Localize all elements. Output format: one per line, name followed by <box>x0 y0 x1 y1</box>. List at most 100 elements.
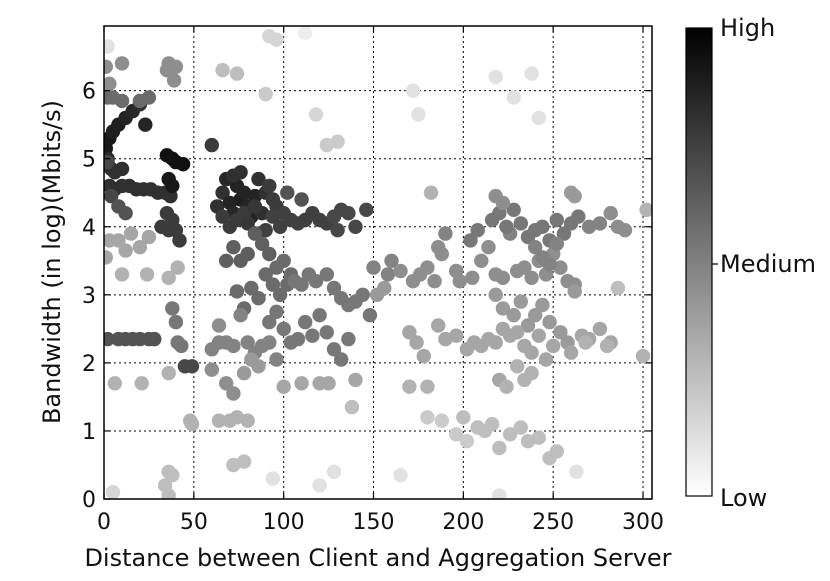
data-point-182 <box>219 376 234 391</box>
data-point-184 <box>236 365 252 381</box>
data-point-225 <box>384 253 399 268</box>
data-point-180 <box>211 318 227 333</box>
data-point-73 <box>147 331 162 347</box>
data-point-178 <box>262 335 277 350</box>
data-point-186 <box>251 359 266 374</box>
data-point-238 <box>481 240 496 255</box>
data-point-207 <box>319 137 334 153</box>
y-tick-label-0: 0 <box>82 488 96 513</box>
data-point-309 <box>510 325 525 340</box>
data-point-127 <box>280 185 295 200</box>
data-point-173 <box>226 338 241 354</box>
x-tick-label-4: 200 <box>442 510 484 535</box>
data-point-214 <box>411 107 426 122</box>
data-point-36 <box>118 206 133 221</box>
data-point-179 <box>269 352 284 367</box>
data-point-316 <box>578 335 593 350</box>
colorbar-label-low: Low <box>720 484 767 512</box>
data-point-237 <box>474 253 489 268</box>
colorbar <box>685 27 713 497</box>
data-point-280 <box>423 185 439 200</box>
data-point-301 <box>449 328 464 343</box>
data-point-215 <box>298 26 313 40</box>
data-point-312 <box>531 328 546 343</box>
data-point-181 <box>204 362 219 377</box>
data-point-107 <box>233 165 248 180</box>
data-point-11 <box>114 161 130 177</box>
data-point-96 <box>251 171 266 187</box>
data-point-283 <box>506 308 521 323</box>
data-point-155 <box>244 280 259 296</box>
data-point-296 <box>402 325 417 340</box>
data-point-102 <box>215 209 230 224</box>
data-point-82 <box>161 488 176 499</box>
x-axis-ticks: 0 50 100 150 200 250 300 <box>97 26 664 535</box>
data-point-152 <box>355 287 370 302</box>
data-point-299 <box>431 318 446 333</box>
data-point-262 <box>549 212 564 228</box>
data-point-204 <box>269 32 284 47</box>
data-point-223 <box>366 260 381 275</box>
data-point-291 <box>567 284 582 299</box>
data-point-244 <box>524 270 539 285</box>
data-point-313 <box>538 352 554 367</box>
data-point-146 <box>308 274 324 289</box>
data-point-78 <box>183 413 198 428</box>
data-point-267 <box>592 216 608 231</box>
data-point-174 <box>233 308 248 323</box>
y-axis-ticks: 0 1 2 3 4 5 6 <box>82 80 652 513</box>
data-point-212 <box>506 90 521 105</box>
data-point-99 <box>262 178 277 194</box>
data-point-34 <box>104 188 119 204</box>
data-point-323 <box>510 359 525 374</box>
data-point-54 <box>123 226 139 241</box>
data-point-84 <box>204 137 219 153</box>
data-point-229 <box>420 260 435 275</box>
data-point-224 <box>380 267 396 282</box>
data-point-216 <box>104 39 115 54</box>
data-point-337 <box>420 410 435 425</box>
data-point-164 <box>305 328 320 343</box>
y-tick-label-2: 2 <box>82 352 96 377</box>
data-point-83 <box>105 485 121 499</box>
data-point-193 <box>420 379 435 394</box>
data-point-251 <box>463 233 478 248</box>
data-point-211 <box>524 66 539 81</box>
data-point-266 <box>581 219 597 234</box>
data-point-190 <box>321 376 336 391</box>
data-point-165 <box>312 308 327 323</box>
data-point-38 <box>104 59 113 74</box>
data-point-66 <box>184 359 200 374</box>
data-point-188 <box>294 376 309 391</box>
x-tick-label-0: 0 <box>97 510 111 535</box>
data-point-213 <box>531 110 546 126</box>
data-point-334 <box>531 430 546 445</box>
x-tick-label-2: 100 <box>263 510 305 535</box>
data-point-220 <box>393 468 408 483</box>
data-point-191 <box>348 372 363 388</box>
y-tick-label-6: 6 <box>82 80 96 105</box>
y-tick-label-5: 5 <box>82 148 96 173</box>
data-point-218 <box>312 478 327 493</box>
data-point-338 <box>434 413 449 428</box>
data-point-222 <box>569 464 584 479</box>
data-point-318 <box>635 348 651 364</box>
data-point-140 <box>265 277 281 292</box>
data-point-160 <box>276 321 291 337</box>
data-point-135 <box>262 246 277 262</box>
data-point-263 <box>556 226 572 241</box>
data-point-243 <box>517 260 532 275</box>
x-tick-label-1: 50 <box>180 510 208 535</box>
data-point-235 <box>452 274 467 289</box>
data-point-141 <box>272 287 288 302</box>
data-point-268 <box>603 206 618 221</box>
data-point-331 <box>502 427 518 442</box>
data-point-340 <box>459 434 475 449</box>
data-point-286 <box>528 308 543 323</box>
data-point-332 <box>513 420 528 435</box>
y-tick-label-3: 3 <box>82 284 96 309</box>
data-point-257 <box>513 216 528 231</box>
data-point-7 <box>138 117 153 132</box>
data-point-154 <box>251 291 266 306</box>
data-point-217 <box>265 471 281 486</box>
